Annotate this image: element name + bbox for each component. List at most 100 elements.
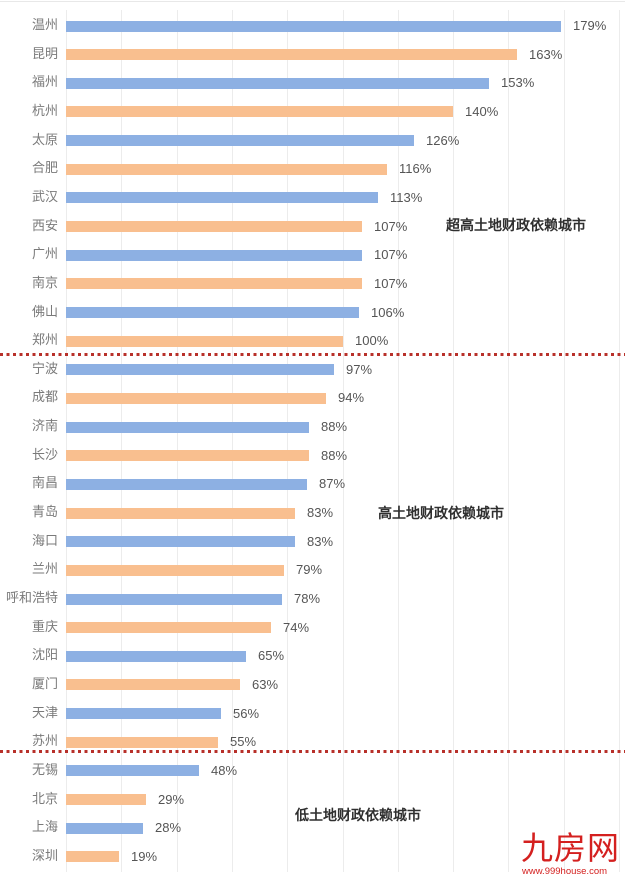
category-label: 上海 — [31, 820, 58, 835]
category-label: 海口 — [31, 534, 58, 549]
gridline — [343, 10, 344, 872]
gridline — [287, 10, 288, 872]
value-label: 140% — [465, 104, 499, 119]
value-label: 48% — [211, 763, 238, 778]
category-label: 南昌 — [31, 476, 58, 491]
bar — [66, 622, 271, 633]
category-label: 兰州 — [31, 562, 58, 577]
category-label: 呼和浩特 — [5, 591, 58, 606]
bar — [66, 651, 246, 662]
bar — [66, 851, 119, 862]
bar — [66, 307, 360, 318]
bar — [66, 192, 379, 203]
category-label: 杭州 — [31, 104, 58, 119]
value-label: 97% — [346, 362, 373, 377]
bar — [66, 765, 199, 776]
watermark-url: www.999house.com — [522, 866, 608, 877]
category-label: 济南 — [31, 419, 58, 434]
category-label: 郑州 — [31, 333, 58, 348]
group-label-high: 高土地财政依赖城市 — [378, 506, 504, 522]
group-label-low: 低土地财政依赖城市 — [295, 808, 421, 824]
value-label: 87% — [319, 476, 346, 491]
bar — [66, 708, 221, 719]
value-label: 88% — [321, 448, 348, 463]
bar — [66, 393, 326, 404]
value-label: 107% — [374, 219, 408, 234]
bar — [66, 221, 362, 232]
category-label: 昆明 — [31, 47, 58, 62]
bar — [66, 823, 144, 834]
category-label: 广州 — [31, 247, 58, 262]
value-label: 65% — [258, 648, 285, 663]
value-label: 83% — [307, 505, 334, 520]
bar — [66, 364, 335, 375]
category-label: 天津 — [31, 706, 58, 721]
value-label: 179% — [573, 18, 607, 33]
category-label: 深圳 — [31, 849, 58, 864]
category-label: 西安 — [31, 219, 58, 234]
bar — [66, 278, 362, 289]
gridline — [121, 10, 122, 872]
value-label: 63% — [252, 677, 279, 692]
category-label: 青岛 — [31, 505, 58, 520]
bar — [66, 679, 241, 690]
value-label: 28% — [155, 820, 182, 835]
category-label: 武汉 — [31, 190, 58, 205]
category-label: 重庆 — [31, 620, 58, 635]
bar — [66, 479, 307, 490]
value-label: 116% — [399, 161, 432, 176]
bar — [66, 250, 362, 261]
bar — [66, 422, 310, 433]
bar — [66, 21, 561, 32]
value-label: 153% — [501, 75, 535, 90]
group-divider-1 — [0, 353, 625, 356]
bar — [66, 565, 285, 576]
category-label: 厦门 — [31, 677, 58, 692]
bar — [66, 794, 147, 805]
value-label: 78% — [294, 591, 321, 606]
category-label: 福州 — [31, 75, 58, 90]
category-label: 宁波 — [31, 362, 58, 377]
bar — [66, 594, 282, 605]
value-label: 126% — [426, 133, 460, 148]
bar — [66, 164, 387, 175]
gridline — [619, 10, 620, 872]
category-label: 太原 — [31, 133, 58, 148]
value-label: 74% — [283, 620, 310, 635]
category-label: 成都 — [31, 390, 58, 405]
value-label: 88% — [321, 419, 348, 434]
category-label: 苏州 — [31, 734, 58, 749]
category-label: 长沙 — [31, 448, 58, 463]
value-label: 79% — [296, 562, 323, 577]
bar — [66, 737, 219, 748]
group-label-super-high: 超高土地财政依赖城市 — [446, 218, 586, 234]
value-label: 106% — [371, 305, 405, 320]
watermark-logo: 九房网 — [521, 829, 621, 867]
gridline — [66, 10, 67, 872]
value-label: 107% — [374, 276, 408, 291]
category-label: 温州 — [31, 18, 58, 33]
value-label: 107% — [374, 247, 408, 262]
bar — [66, 135, 415, 146]
bar — [66, 336, 343, 347]
value-label: 19% — [131, 849, 158, 864]
category-label: 合肥 — [31, 161, 58, 176]
category-label: 无锡 — [31, 763, 58, 778]
value-label: 94% — [338, 390, 365, 405]
category-label: 北京 — [31, 792, 58, 807]
gridline — [177, 10, 178, 872]
gridline — [232, 10, 233, 872]
value-label: 55% — [230, 734, 257, 749]
category-label: 南京 — [31, 276, 58, 291]
value-label: 163% — [529, 47, 563, 62]
category-label: 沈阳 — [31, 648, 58, 663]
gridline — [453, 10, 454, 872]
bar — [66, 536, 296, 547]
value-label: 83% — [307, 534, 334, 549]
value-label: 29% — [158, 792, 185, 807]
category-label: 佛山 — [31, 305, 58, 320]
group-divider-2 — [0, 750, 625, 753]
bar — [66, 450, 310, 461]
bar — [66, 508, 296, 519]
